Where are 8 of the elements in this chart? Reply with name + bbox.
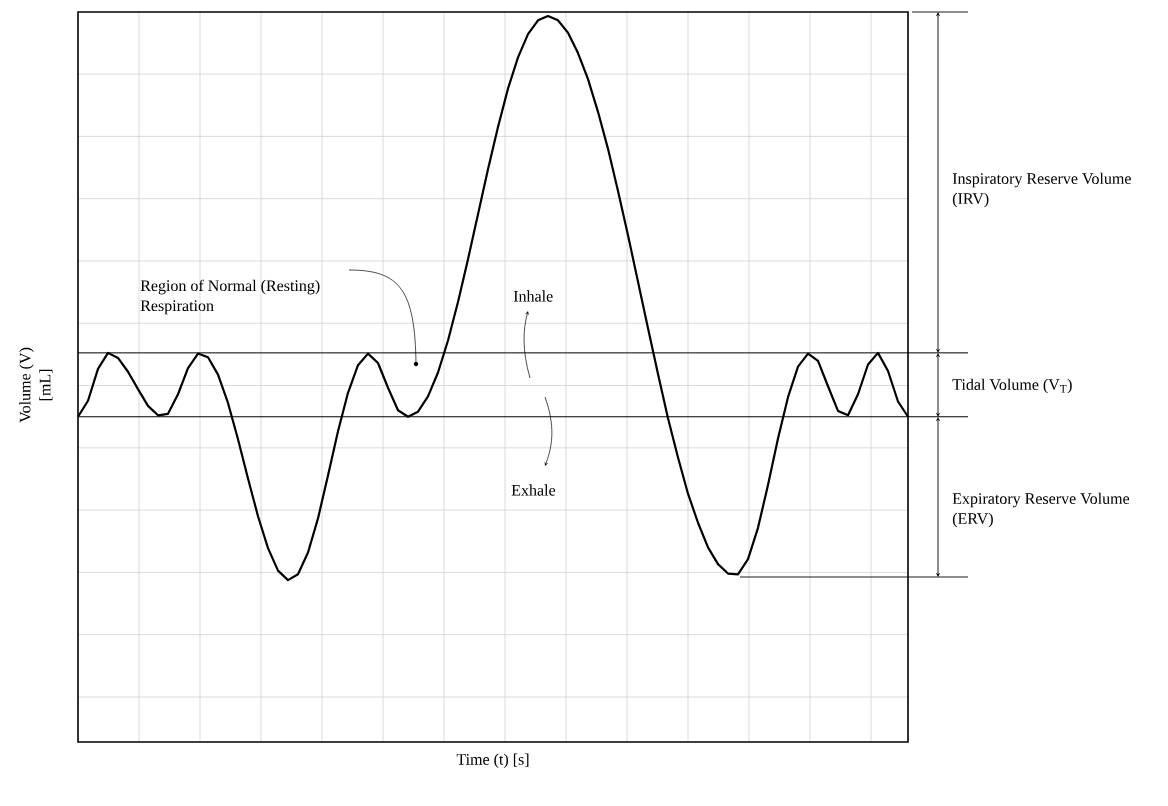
annotation: Inhale [513,290,553,302]
annotation: Exhale [511,484,556,496]
text: Expiratory Reserve Volume (ERV) [952,492,1130,528]
y-axis-title: Volume (V) [mL] [19,347,53,423]
text: Tidal Volume (V$_{T}$) [952,378,1072,394]
annotation: Region of Normal (Resting) Respiration [140,279,320,315]
text: Inspiratory Reserve Volume (IRV) [952,172,1131,208]
x-axis-title: Time (t) [s] [456,753,529,769]
